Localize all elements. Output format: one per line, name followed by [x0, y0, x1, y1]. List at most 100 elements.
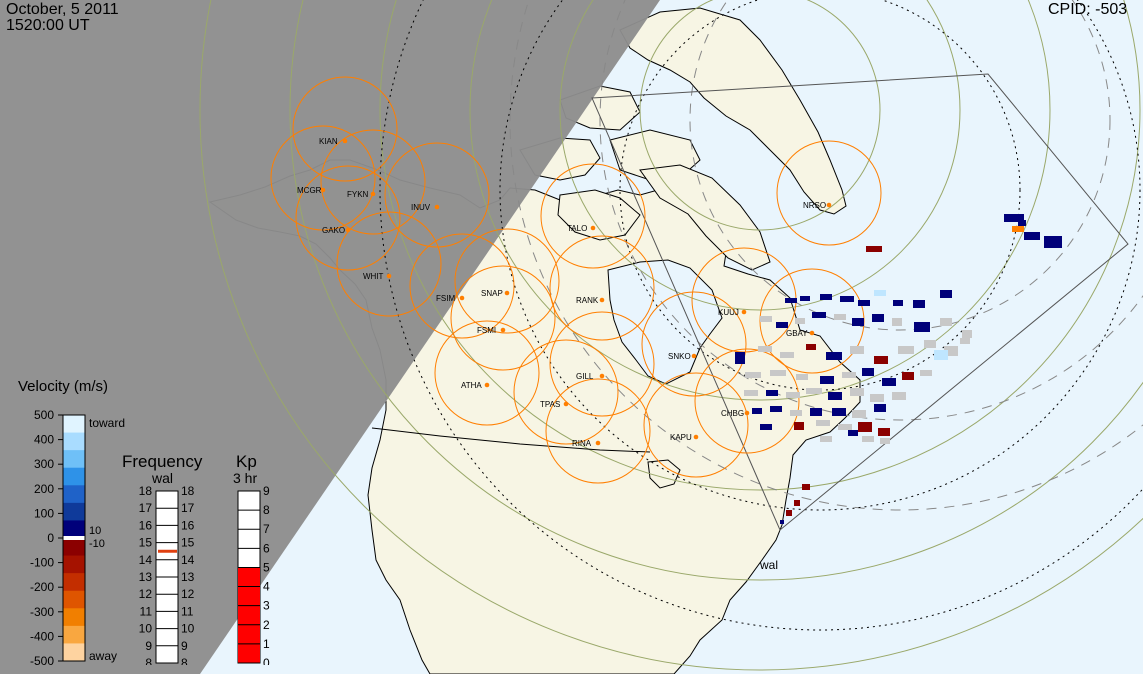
frequency-tick-left: 17 [139, 501, 153, 515]
echo-cell [826, 352, 842, 360]
echo-cell [744, 390, 758, 396]
velocity-swatch [63, 415, 85, 434]
kp-tick-label: 8 [263, 503, 270, 517]
echo-cell [878, 428, 890, 436]
coverage-circle-inuv [384, 142, 490, 248]
velocity-swatch [63, 502, 85, 521]
frequency-tick-left: 8 [145, 656, 152, 665]
kp-tick-label: 7 [263, 522, 270, 536]
station-label-rina: RINA [572, 439, 592, 448]
echo-cell [1018, 220, 1026, 226]
velocity-tick-label: 100 [34, 506, 54, 520]
frequency-tick-left: 15 [139, 536, 153, 550]
echo-cell [795, 318, 805, 324]
station-dot-gako [345, 227, 351, 233]
frequency-tick-right: 8 [181, 656, 188, 665]
station-dot-rina [595, 440, 601, 446]
dotted-grid [379, 0, 1143, 631]
station-label-gako: GAKO [322, 226, 345, 235]
echo-cell [880, 438, 890, 444]
coverage-circle-snko [641, 291, 747, 397]
echo-cell [786, 510, 792, 516]
station-label-rank: RANK [576, 296, 599, 305]
station-label-kuuj: KUUJ [718, 308, 739, 317]
echo-cell [882, 378, 896, 386]
echo-cell [934, 350, 948, 360]
echo-cell [858, 422, 872, 432]
echo-cell [842, 372, 856, 378]
echo-cell [866, 246, 882, 252]
station-dot-chbg [744, 410, 750, 416]
station-dot-fykn [370, 191, 376, 197]
echo-cell [913, 300, 925, 308]
hudson-bay [607, 259, 723, 385]
kp-tick-label: 9 [263, 484, 270, 498]
echo-cell [780, 352, 794, 358]
frequency-tick-right: 14 [181, 553, 195, 567]
echo-cell [892, 392, 906, 400]
echo-cell [940, 318, 952, 326]
kp-tick-label: 4 [263, 580, 270, 594]
velocity-tick-label: -200 [30, 580, 54, 594]
station-label-whit: WHIT [363, 272, 384, 281]
greenland [619, 7, 847, 215]
echo-cell [780, 520, 784, 524]
echo-cell [794, 500, 800, 506]
frequency-tick-right: 11 [181, 604, 194, 618]
station-dot-atha [484, 382, 490, 388]
velocity-colorbar [62, 414, 86, 662]
station-dot-gbay [809, 330, 815, 336]
station-dot-fsim [459, 295, 465, 301]
away-label: away [89, 649, 117, 663]
echo-cell [776, 322, 788, 328]
echo-cell [760, 424, 772, 430]
station-label-mcgr: MCGR [297, 186, 322, 195]
velocity-swatch [63, 450, 85, 469]
echo-cell [832, 408, 846, 416]
coverage-circle-gako [295, 165, 401, 271]
radar-fov-outline [591, 73, 1129, 531]
echo-cell [960, 338, 970, 344]
frequency-tick-left: 12 [139, 587, 153, 601]
echo-cell [796, 374, 808, 380]
coverage-circle-gill [549, 311, 655, 417]
time-label: 1520:00 UT [6, 17, 90, 34]
velocity-tick-label: 500 [34, 408, 54, 422]
echo-cell [1044, 236, 1062, 248]
echo-cell [806, 388, 822, 394]
coverage-circle-atha [434, 320, 540, 426]
velocity-zero-band [63, 536, 85, 540]
border-line [371, 427, 651, 453]
echo-cell [834, 314, 846, 320]
frequency-tick-right: 10 [181, 622, 195, 636]
toward-label: toward [89, 416, 125, 430]
coverage-circle-tpas [513, 339, 619, 445]
coverage-circle-chbg [694, 348, 800, 454]
station-label-snko: SNKO [668, 352, 691, 361]
kp-fill [238, 567, 260, 663]
velocity-tick-label: -400 [30, 629, 54, 643]
echo-cell [770, 370, 786, 376]
frequency-subtitle: wal [151, 470, 173, 486]
echo-cell [892, 318, 902, 326]
echo-cell [1024, 232, 1040, 240]
echo-cell [735, 352, 745, 364]
neg-min-label: -10 [89, 538, 105, 550]
frequency-tick-left: 10 [139, 622, 153, 636]
echo-cell [820, 436, 832, 442]
echo-cell [914, 322, 930, 332]
station-dot-snko [691, 353, 697, 359]
velocity-swatch [63, 608, 85, 627]
echo-cell [872, 314, 884, 322]
echo-cell [1012, 226, 1024, 232]
baffin-island [639, 164, 771, 271]
frequency-tick-right: 9 [181, 639, 188, 653]
echo-cell [770, 406, 782, 412]
frequency-tick-right: 13 [181, 570, 195, 584]
echo-cell [758, 346, 772, 352]
station-dot-gill [599, 373, 605, 379]
coverage-circle-talo [540, 163, 646, 269]
station-label-fsim: FSIM [436, 294, 455, 303]
echo-cell [766, 390, 778, 396]
echo-cell [828, 392, 842, 400]
